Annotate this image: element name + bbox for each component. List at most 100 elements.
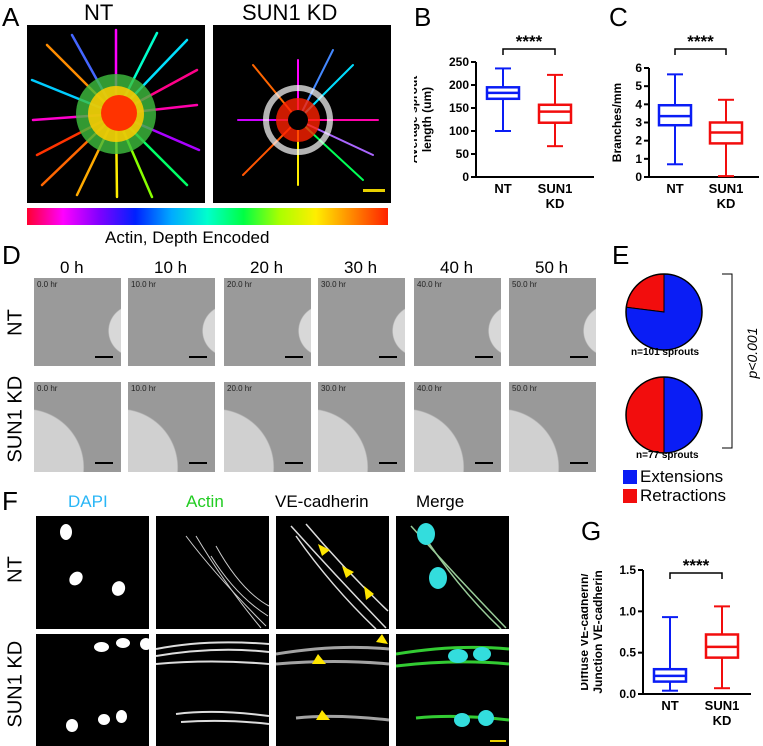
panel-label-f: F xyxy=(2,486,18,516)
timelapse-kd-4: 40.0 hr xyxy=(414,382,501,472)
col-label-merge: Merge xyxy=(416,492,465,511)
scale-bar-kd-3 xyxy=(379,462,397,464)
f-nt-merge-overlay xyxy=(410,523,507,629)
legend-extensions: Extensions xyxy=(623,467,723,487)
panel-label-b: B xyxy=(414,2,432,32)
timelapse-nt-2: 20.0 hr xyxy=(224,278,311,366)
category-label-0-0: NT xyxy=(661,698,678,713)
row-label-f-sun1kd: SUN1 KD xyxy=(4,640,27,728)
legend-retractions: Retractions xyxy=(623,486,726,506)
y-tick-label-1: 0.5 xyxy=(619,646,636,660)
timestamp-nt-3: 30.0 hr xyxy=(321,280,346,289)
y-tick-label-0: 0 xyxy=(462,170,469,184)
timepoint-label-0: 0 h xyxy=(60,258,84,277)
timestamp-nt-0: 0.0 hr xyxy=(37,280,58,289)
category-label-1-1: KD xyxy=(546,196,565,211)
box-1 xyxy=(537,103,573,124)
timestamp-nt-5: 50.0 hr xyxy=(512,280,537,289)
timelapse-kd-0: 0.0 hr xyxy=(34,382,121,472)
timestamp-kd-4: 40.0 hr xyxy=(417,384,442,393)
timestamp-kd-0: 0.0 hr xyxy=(37,384,58,393)
y-tick-label-3: 1.5 xyxy=(619,563,636,577)
panel-a-title-nt: NT xyxy=(84,0,114,25)
scale-bar-kd-5 xyxy=(570,462,588,464)
category-label-0-0: NT xyxy=(494,181,511,196)
timestamp-nt-4: 40.0 hr xyxy=(417,280,442,289)
y-tick-label-2: 100 xyxy=(449,124,469,138)
legend-swatch-retractions xyxy=(623,489,637,503)
scale-bar-kd-1 xyxy=(189,462,207,464)
y-tick-label-2: 2 xyxy=(635,134,642,148)
f-nt-vecad-junctions xyxy=(290,523,389,629)
y-tick-label-5: 5 xyxy=(635,79,642,93)
f-nt-actin xyxy=(156,516,269,629)
panel-label-a: A xyxy=(2,2,20,32)
timelapse-kd-3: 30.0 hr xyxy=(318,382,405,472)
panel-label-g: G xyxy=(581,516,602,546)
significance-bracket xyxy=(502,48,556,55)
col-label-vecadherin: VE-cadherin xyxy=(275,492,369,511)
scale-bar-nt-2 xyxy=(285,356,303,358)
sprout-rainbow-sun1kd xyxy=(237,49,379,186)
timepoint-label-3: 30 h xyxy=(344,258,378,277)
y-tick-label-3: 150 xyxy=(449,101,469,115)
pie-1-slice-retractions xyxy=(625,376,665,454)
f-nt-vecadherin xyxy=(276,516,389,629)
pie-1-outline xyxy=(625,376,703,454)
y-axis-label: Average sproutlength (um) xyxy=(414,76,434,164)
y-axis-label: Branches/mm xyxy=(610,83,624,162)
timestamp-kd-3: 30.0 hr xyxy=(321,384,346,393)
scale-bar-nt-3 xyxy=(379,356,397,358)
y-tick-label-0: 0 xyxy=(635,170,642,184)
pie-0-outline xyxy=(625,273,703,351)
scale-bar-kd-4 xyxy=(475,462,493,464)
timestamp-kd-5: 50.0 hr xyxy=(512,384,537,393)
y-tick-label-2: 1.0 xyxy=(619,604,636,618)
timestamp-kd-2: 20.0 hr xyxy=(227,384,252,393)
f-kd-dapi xyxy=(36,634,149,746)
timelapse-kd-2: 20.0 hr xyxy=(224,382,311,472)
col-label-actin: Actin xyxy=(186,492,224,511)
bead-image-nt xyxy=(27,25,205,203)
significance-stars: **** xyxy=(516,32,543,51)
y-tick-label-5: 250 xyxy=(449,55,469,69)
timelapse-kd-5: 50.0 hr xyxy=(509,382,596,472)
pie-n-label-2: n=77 sprouts xyxy=(636,450,699,461)
legend-swatch-extensions xyxy=(623,470,637,484)
y-axis-label: Diffuse VE-cadherin/Junction VE-cadherin xyxy=(581,570,605,693)
pie-charts-e xyxy=(625,273,733,454)
scale-bar-kd-2 xyxy=(285,462,303,464)
f-scale-bar xyxy=(490,740,506,742)
timestamp-kd-1: 10.0 hr xyxy=(131,384,156,393)
significance-stars: **** xyxy=(687,32,714,51)
pie-significance-bracket xyxy=(722,273,733,449)
panel-a-title-sun1kd: SUN1 KD xyxy=(242,0,338,25)
timelapse-nt-1: 10.0 hr xyxy=(128,278,215,366)
sprout-rainbow-nt xyxy=(30,28,201,199)
y-tick-label-1: 1 xyxy=(635,152,642,166)
row-label-d-sun1kd: SUN1 KD xyxy=(4,375,27,463)
legend-label-retractions: Retractions xyxy=(640,486,726,505)
legend-label-extensions: Extensions xyxy=(640,467,724,486)
pie-1-slice-extensions xyxy=(663,376,703,454)
significance-bracket xyxy=(669,572,723,579)
y-tick-label-1: 50 xyxy=(456,147,470,161)
pvalue-label: p<0.001 xyxy=(744,327,760,379)
scale-bar xyxy=(363,189,385,192)
timepoint-label-5: 50 h xyxy=(535,258,569,277)
scale-bar-kd-0 xyxy=(95,462,113,464)
timelapse-nt-5: 50.0 hr xyxy=(509,278,596,366)
timepoint-label-4: 40 h xyxy=(440,258,474,277)
significance-bracket xyxy=(674,48,727,55)
colorbar-label: Actin, Depth Encoded xyxy=(105,228,270,247)
panel-label-e: E xyxy=(612,240,630,270)
f-nt-actin-fibers xyxy=(185,535,269,629)
category-label-1-0: SUN1 xyxy=(705,698,740,713)
timepoint-label-1: 10 h xyxy=(154,258,188,277)
category-label-1-0: SUN1 xyxy=(709,181,744,196)
scale-bar-nt-4 xyxy=(475,356,493,358)
f-kd-vecad-junctions xyxy=(276,634,389,722)
y-tick-label-0: 0.0 xyxy=(619,687,636,701)
category-label-1-0: SUN1 xyxy=(538,181,573,196)
